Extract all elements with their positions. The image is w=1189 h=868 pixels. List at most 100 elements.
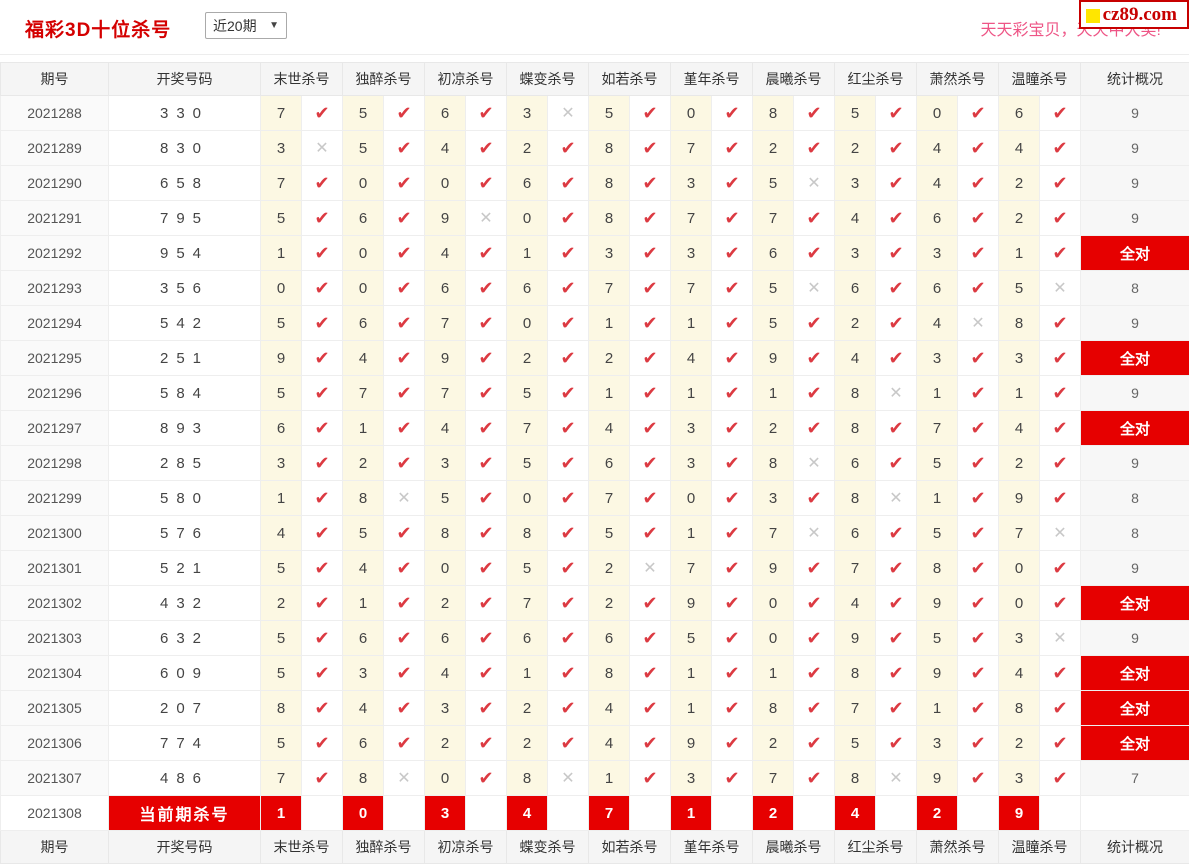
- check-icon: ✔: [396, 242, 412, 263]
- kill-result-cell: ✔: [875, 620, 917, 656]
- kill-number-cell: 5: [916, 445, 958, 481]
- header-killer-2: 独醉杀号: [342, 62, 425, 96]
- kill-number-cell: 1: [670, 375, 712, 411]
- kill-result-cell: ✔: [793, 235, 835, 271]
- current-kill-number-cell: 0: [342, 795, 384, 831]
- cross-icon: ✕: [807, 455, 821, 472]
- stat-cell: 9: [1080, 620, 1189, 656]
- check-icon: ✔: [396, 347, 412, 368]
- kill-result-cell: ✔: [465, 95, 507, 131]
- kill-number-cell: 2: [424, 725, 466, 761]
- kill-number-cell: 8: [424, 515, 466, 551]
- kill-result-cell: ✔: [793, 95, 835, 131]
- draw-numbers-cell: 580: [108, 480, 261, 516]
- kill-result-cell: ✔: [711, 725, 753, 761]
- check-icon: ✔: [478, 487, 494, 508]
- check-icon: ✔: [642, 452, 658, 473]
- check-icon: ✔: [970, 452, 986, 473]
- kill-result-cell: ✔: [793, 690, 835, 726]
- kill-number-cell: 5: [752, 270, 794, 306]
- kill-result-cell: ✔: [875, 725, 917, 761]
- table-row: 2021301 521 5 ✔ 4 ✔ 0 ✔ 5 ✔ 2 ✕ 7 ✔ 9 ✔ 7 ✔ 8 ✔ 0 ✔ 9: [0, 550, 1189, 586]
- kill-result-cell: ✔: [875, 445, 917, 481]
- kill-number-cell: 0: [506, 480, 548, 516]
- kill-result-cell: ✔: [301, 410, 343, 446]
- kill-result-cell: ✔: [957, 515, 999, 551]
- kill-number-cell: 8: [342, 760, 384, 796]
- kill-result-cell: ✔: [465, 725, 507, 761]
- table-row: 2021294 542 5 ✔ 6 ✔ 7 ✔ 0 ✔ 1 ✔ 1 ✔ 5 ✔ 2 ✔ 4 ✕ 8 ✔ 9: [0, 305, 1189, 341]
- period-range-select[interactable]: 近20期 ▼: [205, 12, 287, 39]
- kill-number-cell: 2: [506, 130, 548, 166]
- kill-number-cell: 7: [834, 550, 876, 586]
- check-icon: ✔: [724, 697, 740, 718]
- check-icon: ✔: [970, 662, 986, 683]
- kill-number-cell: 4: [588, 725, 630, 761]
- check-icon: ✔: [806, 417, 822, 438]
- stat-cell: 9: [1080, 95, 1189, 131]
- all-correct-badge: 全对: [1080, 690, 1189, 726]
- kill-result-cell: ✕: [793, 165, 835, 201]
- kill-result-cell: ✔: [301, 165, 343, 201]
- kill-result-cell: ✔: [383, 305, 425, 341]
- kill-result-cell: ✔: [383, 270, 425, 306]
- draw-numbers-cell: 774: [108, 725, 261, 761]
- kill-number-cell: 4: [342, 690, 384, 726]
- stat-cell: 9: [1080, 445, 1189, 481]
- kill-number-cell: 1: [670, 655, 712, 691]
- kill-number-cell: 3: [916, 235, 958, 271]
- header-killer-4: 蝶变杀号: [506, 830, 589, 864]
- check-icon: ✔: [1052, 102, 1068, 123]
- kill-result-cell: ✕: [1039, 620, 1081, 656]
- kill-number-cell: 7: [670, 550, 712, 586]
- kill-number-cell: 1: [916, 375, 958, 411]
- check-icon: ✔: [806, 242, 822, 263]
- current-kill-empty-cell: [793, 795, 835, 831]
- kill-number-cell: 6: [506, 620, 548, 656]
- kill-result-cell: ✕: [629, 550, 671, 586]
- check-icon: ✔: [560, 592, 576, 613]
- kill-number-cell: 6: [506, 270, 548, 306]
- kill-number-cell: 9: [752, 550, 794, 586]
- kill-number-cell: 7: [752, 200, 794, 236]
- kill-result-cell: ✔: [1039, 410, 1081, 446]
- kill-result-cell: ✔: [957, 270, 999, 306]
- kill-number-cell: 2: [752, 725, 794, 761]
- kill-result-cell: ✔: [547, 235, 589, 271]
- check-icon: ✔: [724, 627, 740, 648]
- header-killer-9: 萧然杀号: [916, 830, 999, 864]
- kill-result-cell: ✔: [629, 235, 671, 271]
- kill-number-cell: 4: [588, 690, 630, 726]
- kill-result-cell: ✔: [711, 480, 753, 516]
- check-icon: ✔: [314, 417, 330, 438]
- cross-icon: ✕: [561, 105, 575, 122]
- check-icon: ✔: [1052, 312, 1068, 333]
- check-icon: ✔: [478, 102, 494, 123]
- kill-result-cell: ✔: [1039, 200, 1081, 236]
- kill-result-cell: ✕: [1039, 270, 1081, 306]
- all-correct-badge: 全对: [1080, 340, 1189, 376]
- kill-result-cell: ✔: [1039, 760, 1081, 796]
- kill-number-cell: 5: [342, 95, 384, 131]
- kill-number-cell: 2: [260, 585, 302, 621]
- kill-number-cell: 0: [506, 200, 548, 236]
- header-draw: 开奖号码: [108, 62, 261, 96]
- check-icon: ✔: [888, 207, 904, 228]
- kill-number-cell: 8: [588, 655, 630, 691]
- site-logo[interactable]: cz89.com: [1078, 0, 1189, 29]
- current-kill-label: 当前期杀号: [108, 795, 261, 831]
- kill-result-cell: ✔: [383, 95, 425, 131]
- kill-number-cell: 0: [752, 620, 794, 656]
- kill-number-cell: 3: [916, 340, 958, 376]
- all-correct-badge: 全对: [1080, 235, 1189, 271]
- check-icon: ✔: [1052, 347, 1068, 368]
- kill-number-cell: 7: [916, 410, 958, 446]
- kill-number-cell: 3: [670, 235, 712, 271]
- kill-number-cell: 2: [752, 130, 794, 166]
- kill-number-cell: 3: [424, 445, 466, 481]
- kill-result-cell: ✔: [465, 585, 507, 621]
- check-icon: ✔: [724, 767, 740, 788]
- kill-result-cell: ✔: [465, 270, 507, 306]
- kill-number-cell: 1: [342, 585, 384, 621]
- kill-number-cell: 8: [588, 130, 630, 166]
